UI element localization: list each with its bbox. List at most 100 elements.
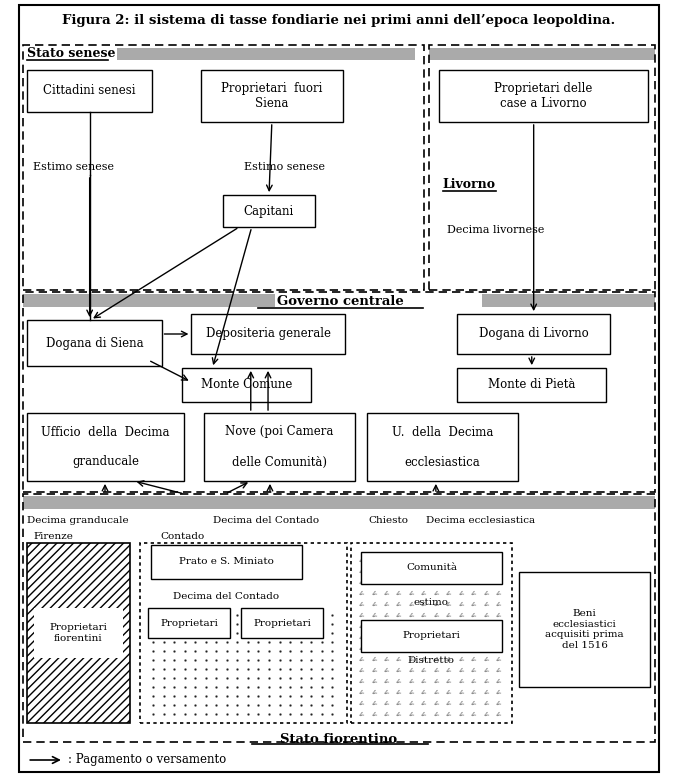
Text: <: <	[481, 611, 490, 619]
Text: <: <	[481, 622, 490, 630]
Text: Stato fiorentino: Stato fiorentino	[281, 733, 397, 746]
Text: <: <	[432, 556, 440, 564]
Text: <: <	[432, 589, 440, 597]
Text: <: <	[481, 589, 490, 597]
Text: <: <	[370, 710, 378, 718]
Bar	[457, 368, 605, 402]
Text: <: <	[370, 622, 378, 630]
Text: <: <	[395, 699, 403, 707]
Text: <: <	[382, 633, 390, 641]
Text: <: <	[407, 600, 415, 608]
Text: <: <	[481, 677, 490, 685]
Text: Decima ecclesiastica: Decima ecclesiastica	[426, 516, 536, 525]
Text: <: <	[407, 622, 415, 630]
Text: Estimo senese: Estimo senese	[33, 162, 114, 172]
Text: <: <	[494, 710, 502, 718]
Text: <: <	[382, 655, 390, 663]
Text: <: <	[432, 666, 440, 674]
Text: <: <	[395, 611, 403, 619]
Text: <: <	[420, 567, 427, 575]
Text: <: <	[420, 556, 427, 564]
Bar	[24, 494, 656, 742]
Text: Stato senese: Stato senese	[27, 47, 116, 60]
Text: <: <	[420, 578, 427, 586]
Text: <: <	[370, 567, 378, 575]
Bar	[439, 70, 647, 122]
Text: <: <	[494, 589, 502, 597]
Text: <: <	[382, 578, 390, 586]
Text: Decima livornese: Decima livornese	[447, 225, 544, 235]
Text: <: <	[432, 699, 440, 707]
Text: <: <	[457, 666, 465, 674]
Text: <: <	[407, 710, 415, 718]
Text: Contado: Contado	[161, 532, 205, 541]
Text: <: <	[494, 633, 502, 641]
Text: <: <	[382, 611, 390, 619]
Text: Ufficio  della  Decima

granducale: Ufficio della Decima granducale	[41, 426, 170, 469]
Text: Proprietari: Proprietari	[253, 618, 311, 628]
Text: <: <	[407, 644, 415, 652]
Text: <: <	[494, 578, 502, 586]
Text: <: <	[357, 600, 365, 608]
Text: <: <	[469, 677, 477, 685]
Text: <: <	[444, 644, 452, 652]
Text: Prato e S. Miniato: Prato e S. Miniato	[179, 558, 274, 566]
Text: Proprietari delle
case a Livorno: Proprietari delle case a Livorno	[494, 82, 593, 110]
Text: <: <	[469, 633, 477, 641]
Text: <: <	[494, 611, 502, 619]
Text: <: <	[420, 688, 427, 696]
Text: estimo: estimo	[414, 598, 449, 607]
Text: <: <	[357, 556, 365, 564]
Text: <: <	[370, 655, 378, 663]
Bar	[27, 413, 184, 481]
Text: Distretto: Distretto	[407, 656, 454, 665]
Text: Decima granducale: Decima granducale	[27, 516, 129, 525]
Text: <: <	[407, 589, 415, 597]
Text: Decima del Contado: Decima del Contado	[173, 592, 279, 601]
Text: <: <	[382, 622, 390, 630]
Text: <: <	[432, 710, 440, 718]
Text: <: <	[481, 655, 490, 663]
Text: <: <	[494, 556, 502, 564]
Text: <: <	[370, 611, 378, 619]
Text: <: <	[444, 666, 452, 674]
Text: <: <	[357, 622, 365, 630]
Bar	[519, 572, 650, 687]
Text: <: <	[444, 600, 452, 608]
Text: Decima del Contado: Decima del Contado	[214, 516, 319, 525]
Text: <: <	[420, 655, 427, 663]
Bar	[361, 620, 502, 652]
Text: <: <	[432, 611, 440, 619]
Text: <: <	[444, 589, 452, 597]
Text: <: <	[357, 567, 365, 575]
Text: Dogana di Siena: Dogana di Siena	[45, 336, 143, 350]
Text: <: <	[407, 677, 415, 685]
Text: <: <	[481, 633, 490, 641]
Text: <: <	[395, 688, 403, 696]
Text: <: <	[357, 589, 365, 597]
Text: <: <	[457, 567, 465, 575]
Text: <: <	[420, 611, 427, 619]
Bar	[182, 368, 311, 402]
Text: <: <	[432, 644, 440, 652]
Text: <: <	[457, 556, 465, 564]
Bar	[201, 70, 343, 122]
Text: <: <	[420, 633, 427, 641]
Text: Proprietari
fiorentini: Proprietari fiorentini	[49, 623, 107, 643]
Text: <: <	[395, 556, 403, 564]
Text: <: <	[420, 699, 427, 707]
Text: <: <	[370, 677, 378, 685]
Bar	[351, 543, 512, 723]
Text: <: <	[444, 655, 452, 663]
Text: <: <	[395, 644, 403, 652]
Text: <: <	[469, 688, 477, 696]
Text: <: <	[469, 611, 477, 619]
Text: Firenze: Firenze	[33, 532, 73, 541]
Text: <: <	[444, 688, 452, 696]
Text: <: <	[494, 655, 502, 663]
Bar	[117, 48, 415, 60]
Bar	[457, 314, 610, 354]
Text: <: <	[382, 644, 390, 652]
Text: <: <	[432, 633, 440, 641]
Text: Figura 2: il sistema di tasse fondiarie nei primi anni dell’epoca leopoldina.: Figura 2: il sistema di tasse fondiarie …	[62, 14, 616, 27]
